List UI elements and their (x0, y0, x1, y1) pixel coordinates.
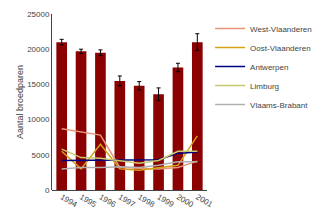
svg-text:15000: 15000 (27, 80, 50, 89)
svg-text:Aantal broedparen: Aantal broedparen (15, 65, 25, 139)
svg-text:1997: 1997 (117, 192, 137, 209)
svg-text:1995: 1995 (78, 192, 98, 209)
svg-text:Oost-Vlaanderen: Oost-Vlaanderen (250, 44, 310, 53)
svg-text:25000: 25000 (27, 10, 50, 19)
svg-text:20000: 20000 (27, 45, 50, 54)
svg-text:Vlaams-Brabant: Vlaams-Brabant (250, 101, 308, 110)
svg-text:2001: 2001 (194, 192, 214, 209)
svg-text:10000: 10000 (27, 115, 50, 124)
svg-text:Antwerpen: Antwerpen (250, 63, 288, 72)
svg-text:1996: 1996 (97, 192, 117, 209)
svg-text:1998: 1998 (136, 192, 156, 209)
svg-text:5000: 5000 (32, 151, 50, 160)
svg-text:1999: 1999 (156, 192, 176, 209)
svg-text:2000: 2000 (175, 192, 195, 209)
svg-text:Limburg: Limburg (250, 82, 279, 91)
svg-text:West-Vlaanderen: West-Vlaanderen (250, 25, 312, 34)
svg-text:0: 0 (45, 186, 50, 195)
svg-text:1994: 1994 (59, 192, 79, 209)
